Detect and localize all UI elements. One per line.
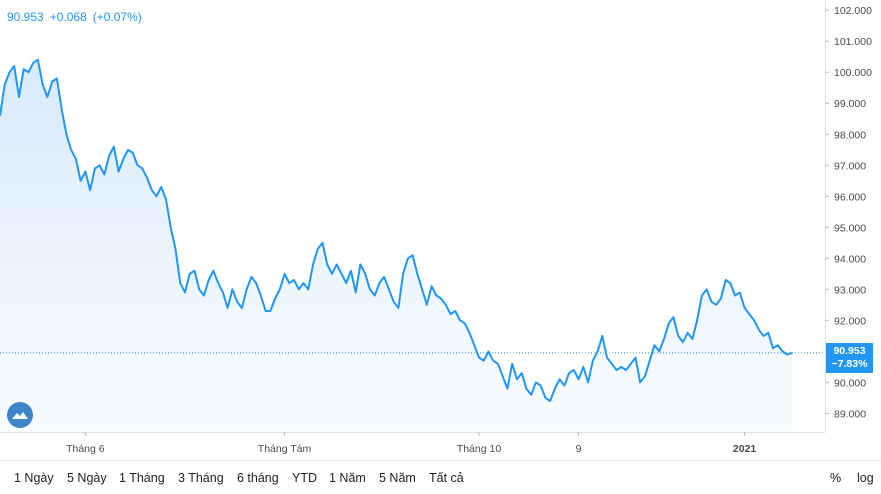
price-header: 90.953 +0.068 (+0.07%) (7, 10, 148, 24)
range-3-month[interactable]: 3 Tháng (178, 471, 224, 485)
x-tick-label: Tháng 10 (457, 443, 502, 455)
chart-area[interactable]: 89.00090.00091.00092.00093.00094.00095.0… (0, 0, 881, 460)
range-5-year[interactable]: 5 Năm (379, 471, 416, 485)
y-tick-label: 102.000 (834, 5, 872, 17)
range-1-day[interactable]: 1 Ngày (14, 471, 54, 485)
price-chart[interactable]: 89.00090.00091.00092.00093.00094.00095.0… (0, 0, 881, 460)
range-6-month[interactable]: 6 tháng (237, 471, 279, 485)
y-tick-label: 94.000 (834, 253, 866, 265)
tradingview-logo-icon[interactable] (7, 402, 33, 428)
x-tick-label: Tháng 6 (66, 443, 105, 455)
y-tick-label: 95.000 (834, 222, 866, 234)
range-toolbar: 1 Ngày 5 Ngày 1 Tháng 3 Tháng 6 tháng YT… (0, 460, 881, 494)
header-change: +0.068 (49, 10, 87, 24)
range-all[interactable]: Tất cả (429, 471, 464, 485)
y-tick-label: 89.000 (834, 408, 866, 420)
series-line (0, 58, 793, 402)
y-tick-label: 90.000 (834, 377, 866, 389)
last-price-tag: 90.953 −7.83% (826, 343, 873, 373)
last-price-value: 90.953 (833, 345, 866, 357)
y-tick-label: 100.000 (834, 67, 872, 79)
y-tick-label: 96.000 (834, 191, 866, 203)
range-5-day[interactable]: 5 Ngày (67, 471, 107, 485)
y-tick-label: 97.000 (834, 160, 866, 172)
x-tick-label: 9 (576, 443, 582, 455)
last-price-change: −7.83% (831, 358, 868, 370)
y-tick-label: 99.000 (834, 98, 866, 110)
x-tick-label: Tháng Tám (258, 443, 312, 455)
range-1-month[interactable]: 1 Tháng (119, 471, 165, 485)
x-tick-label: 2021 (733, 443, 757, 455)
range-ytd[interactable]: YTD (292, 471, 317, 485)
y-tick-label: 101.000 (834, 36, 872, 48)
y-tick-label: 92.000 (834, 315, 866, 327)
header-price: 90.953 (7, 10, 44, 24)
percent-scale-button[interactable]: % (830, 471, 842, 485)
y-tick-label: 98.000 (834, 129, 866, 141)
y-tick-label: 93.000 (834, 284, 866, 296)
header-change-pct: (+0.07%) (92, 10, 142, 24)
range-1-year[interactable]: 1 Năm (329, 471, 366, 485)
series-area (0, 59, 792, 433)
log-scale-button[interactable]: log (857, 471, 874, 485)
